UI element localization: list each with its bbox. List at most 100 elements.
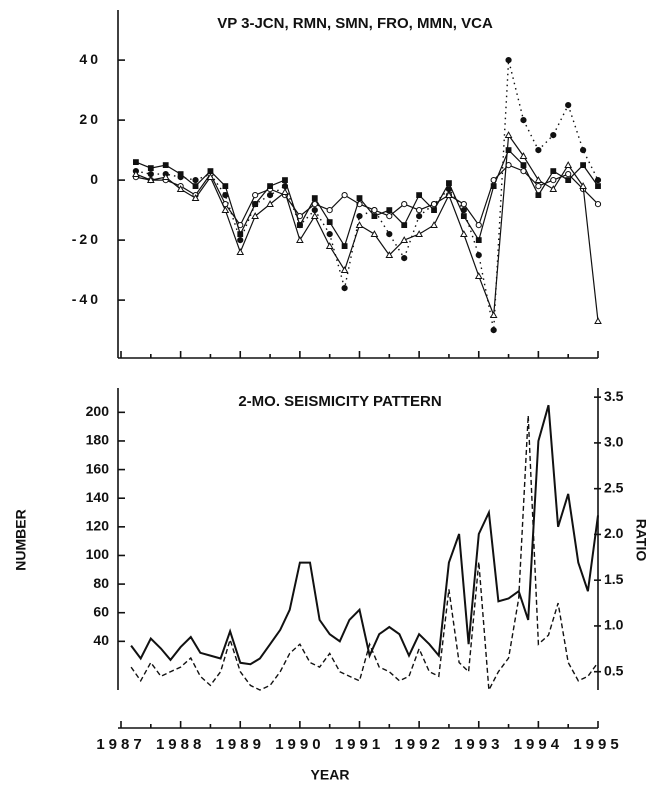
marker	[191, 194, 200, 201]
y-tick-label: 200	[86, 403, 110, 419]
x-axis-label: YEAR	[311, 767, 350, 783]
marker	[416, 213, 423, 220]
marker	[356, 213, 363, 220]
y2-tick-label: 2.5	[604, 479, 624, 495]
marker	[504, 131, 513, 138]
x-tick-label: 1993	[454, 736, 503, 753]
bottom-title: 2-MO. SEISMICITY PATTERN	[238, 393, 441, 410]
marker	[594, 317, 602, 324]
series-line	[135, 59, 599, 331]
marker	[311, 207, 318, 214]
marker	[252, 192, 259, 199]
marker	[266, 192, 274, 199]
marker	[251, 212, 260, 219]
marker	[445, 191, 453, 198]
marker	[534, 176, 543, 183]
marker	[355, 221, 364, 228]
marker	[490, 183, 497, 189]
marker	[222, 183, 229, 189]
marker	[147, 171, 154, 178]
x-tick-label: 1991	[335, 736, 384, 753]
marker	[416, 192, 423, 198]
marker	[474, 272, 483, 279]
series-line	[135, 133, 599, 322]
y-tick-label: 0	[90, 171, 101, 187]
marker	[490, 327, 497, 334]
marker	[326, 219, 333, 225]
marker	[415, 230, 423, 237]
marker	[505, 57, 512, 64]
marker	[326, 231, 333, 238]
series-line	[135, 164, 599, 227]
marker	[356, 195, 363, 201]
marker	[252, 201, 259, 207]
marker	[460, 201, 467, 208]
marker	[236, 248, 245, 255]
x-tick-label: 1988	[156, 736, 205, 753]
marker	[535, 147, 542, 154]
marker	[267, 183, 273, 189]
marker	[520, 117, 527, 124]
marker	[489, 311, 498, 318]
x-tick-label: 1995	[573, 736, 622, 753]
marker	[565, 171, 572, 178]
marker	[386, 207, 393, 213]
marker	[565, 177, 572, 183]
y-tick-label: 60	[93, 603, 109, 619]
y2-axis-label: RATIO	[633, 519, 649, 562]
marker	[266, 200, 274, 207]
series-line	[130, 415, 599, 693]
marker	[459, 230, 468, 237]
marker	[520, 162, 527, 168]
marker	[549, 185, 558, 192]
y2-tick-label: 1.5	[604, 571, 624, 587]
marker	[325, 242, 334, 249]
marker	[371, 207, 378, 214]
y-tick-label: -20	[72, 231, 101, 247]
marker	[341, 192, 348, 199]
x-tick-label: 1987	[96, 736, 145, 753]
marker	[192, 177, 199, 184]
marker	[296, 236, 304, 243]
y-tick-label: 120	[86, 518, 110, 534]
y2-tick-label: 1.0	[604, 617, 624, 633]
marker	[579, 182, 587, 189]
marker	[416, 207, 423, 214]
marker	[475, 237, 482, 243]
marker	[281, 188, 289, 195]
marker	[505, 147, 512, 153]
y-tick-label: 140	[86, 489, 110, 505]
marker	[161, 173, 170, 180]
series-line	[130, 404, 599, 666]
marker	[162, 162, 169, 168]
marker	[446, 180, 452, 186]
y2-tick-label: 0.5	[604, 662, 624, 678]
marker	[146, 176, 155, 183]
marker	[550, 177, 557, 184]
x-tick-label: 1992	[394, 736, 443, 753]
marker	[311, 195, 318, 201]
marker	[132, 170, 140, 177]
marker	[340, 266, 349, 273]
marker	[341, 243, 348, 249]
y-tick-label: 180	[86, 432, 110, 448]
marker	[206, 173, 215, 180]
marker	[400, 236, 409, 243]
marker	[564, 161, 573, 168]
marker	[401, 201, 408, 208]
marker	[430, 221, 438, 228]
marker	[565, 102, 572, 109]
marker	[147, 165, 154, 171]
marker	[594, 177, 602, 184]
marker	[385, 251, 394, 258]
marker	[341, 285, 348, 292]
marker	[370, 230, 379, 237]
y2-tick-label: 2.0	[604, 525, 624, 541]
marker	[311, 201, 318, 208]
marker	[371, 213, 378, 219]
marker	[401, 222, 408, 228]
y-tick-label: 40	[79, 51, 101, 67]
marker	[535, 183, 542, 190]
marker	[475, 252, 482, 259]
marker	[386, 213, 393, 220]
